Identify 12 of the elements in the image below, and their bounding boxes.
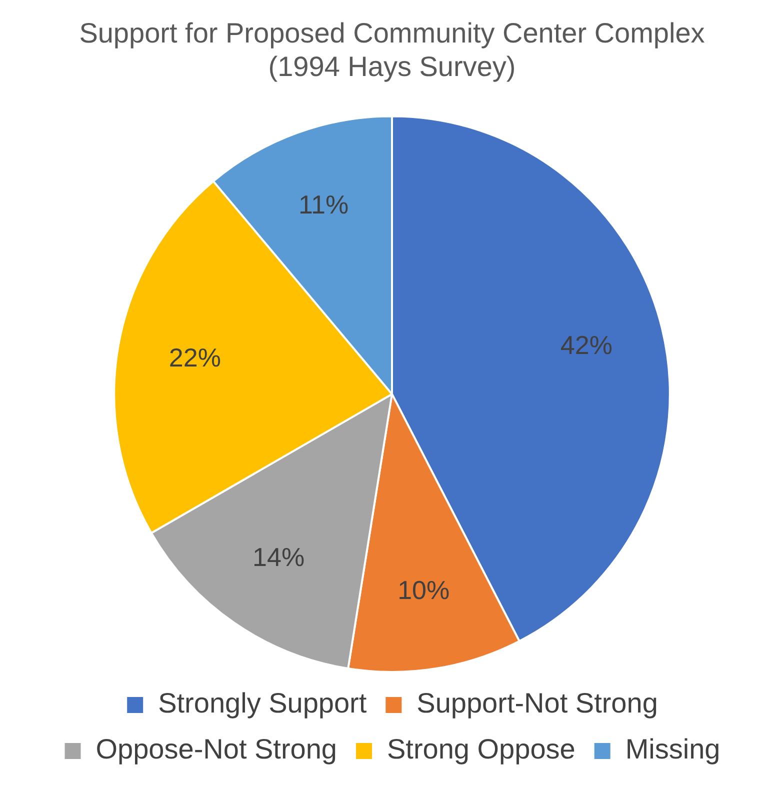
legend-label: Oppose-Not Strong <box>96 734 338 765</box>
data-label: 22% <box>168 342 221 373</box>
text: Support for Proposed Community Center Complex <box>79 18 705 49</box>
legend-label: Strongly Support <box>158 688 367 719</box>
legend-label: Support-Not Strong <box>416 688 658 719</box>
text: (1994 Hays Survey) <box>268 51 516 82</box>
data-label: 42% <box>560 330 612 360</box>
legend-label: Missing <box>625 734 720 765</box>
data-label: 14% <box>252 542 305 572</box>
legend-label: Strong Oppose <box>386 734 576 765</box>
data-label: 11% <box>298 189 349 220</box>
data-label: 10% <box>398 574 450 605</box>
